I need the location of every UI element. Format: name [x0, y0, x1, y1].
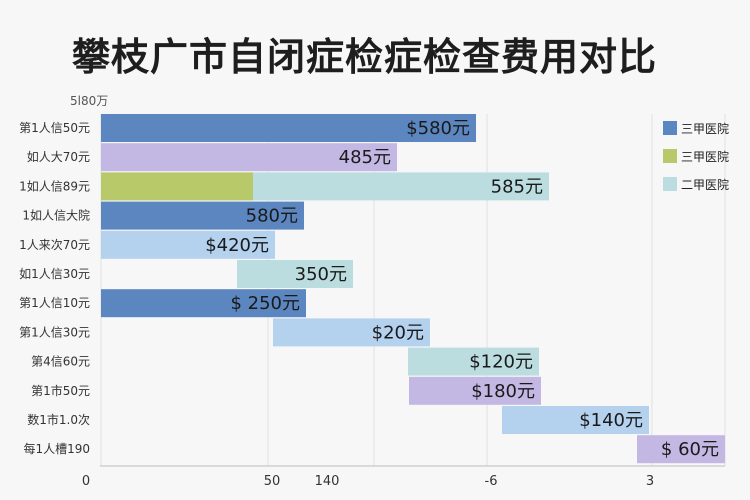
- bar-value-label: $ 250元: [230, 293, 300, 314]
- bar-value-label: $140元: [579, 410, 643, 431]
- category-label: 第1市50元: [31, 383, 90, 398]
- x-tick-label: -6: [485, 474, 498, 489]
- legend-swatch: [663, 121, 677, 135]
- bar: [637, 435, 725, 464]
- category-label: 如1人信30元: [19, 266, 90, 281]
- category-label: 1如人信89元: [19, 178, 90, 193]
- x-tick-label: 0: [82, 474, 90, 489]
- bar: [408, 347, 539, 376]
- bar-value-label: $420元: [205, 235, 269, 256]
- x-tick-label: 50: [264, 474, 281, 489]
- category-label: 第1人信50元: [19, 121, 90, 135]
- category-label: 第1人信30元: [19, 325, 90, 339]
- category-label: 每1人槽190: [23, 441, 90, 456]
- bar-value-label: $20元: [372, 322, 424, 343]
- unit-label: 5l80万: [70, 94, 109, 108]
- bar-value-label: $120元: [469, 352, 533, 373]
- bar: [101, 201, 304, 230]
- bar: [101, 289, 306, 318]
- legend-label: 三甲医院: [681, 122, 729, 136]
- legend-label: 三甲医院: [681, 150, 729, 164]
- bar-value-label: 580元: [246, 206, 298, 227]
- bar: [502, 406, 649, 434]
- category-label: 如人大70元: [27, 149, 90, 164]
- x-tick-label: 3: [646, 474, 654, 489]
- bar-value-label: 485元: [339, 147, 391, 168]
- x-tick-label: 140: [315, 474, 340, 489]
- category-label: 1人来次70元: [19, 238, 90, 252]
- bar-value-label: $ 60元: [661, 439, 719, 460]
- category-label: 第1人信10元: [19, 296, 90, 310]
- bar: [273, 318, 430, 347]
- bar: [101, 230, 275, 259]
- category-label: 第4信60元: [31, 355, 90, 369]
- bar: [409, 376, 541, 405]
- bar-value-label: $180元: [471, 381, 535, 402]
- bar: [101, 114, 476, 142]
- bar: [253, 172, 549, 201]
- bar: [101, 143, 397, 172]
- category-label: 1如人信大院: [22, 208, 90, 223]
- chart-title: 攀枝广市自闭症检症检查费用对比: [72, 35, 658, 79]
- bar-value-label: 350元: [295, 264, 347, 285]
- bar-value-label: 585元: [491, 176, 543, 197]
- bar-value-label: $580元: [406, 118, 470, 139]
- bar: [237, 260, 353, 288]
- legend-swatch: [663, 177, 677, 191]
- category-label: 数1市1.0次: [27, 412, 90, 427]
- legend-label: 二甲医院: [681, 178, 729, 192]
- bar: [101, 172, 253, 201]
- legend-swatch: [663, 149, 677, 163]
